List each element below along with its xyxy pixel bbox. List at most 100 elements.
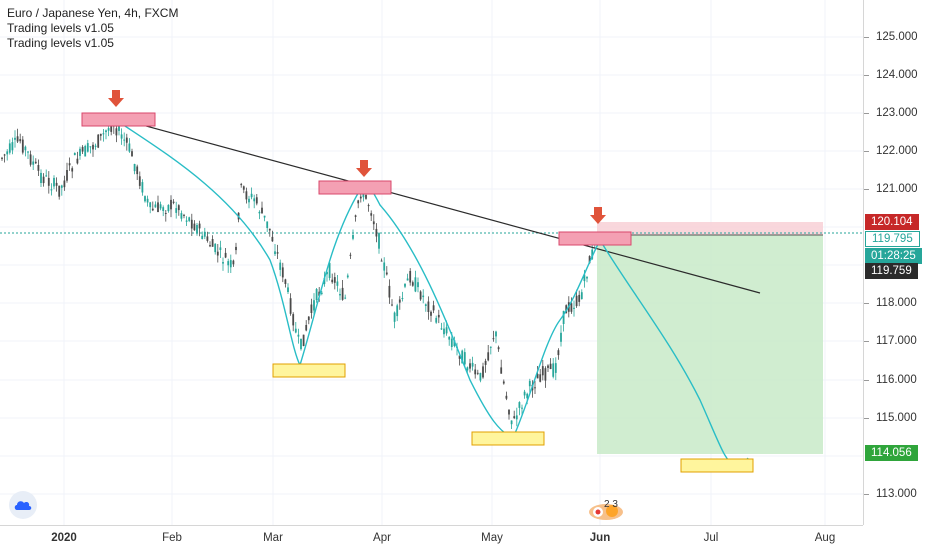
symbol-title[interactable]: Euro / Japanese Yen, 4h, FXCM — [7, 6, 179, 20]
candle-body — [539, 374, 542, 382]
candle-body — [136, 166, 139, 175]
candle-body — [554, 363, 557, 373]
candle-body — [58, 185, 61, 197]
candle-body — [333, 277, 336, 283]
candle-body — [445, 327, 448, 334]
stop-loss-zone[interactable] — [597, 222, 823, 235]
chart-pane[interactable]: Euro / Japanese Yen, 4h, FXCM Trading le… — [0, 0, 863, 525]
candle-body — [266, 221, 269, 228]
candle-body — [198, 223, 201, 229]
price-axis[interactable]: 125.000 124.000 123.000 122.000 121.000 … — [863, 0, 932, 525]
candle-body — [401, 298, 404, 299]
candle-body — [94, 145, 97, 147]
candle-body — [588, 256, 591, 264]
candle-body — [180, 213, 183, 219]
down-arrow-icon[interactable] — [108, 90, 124, 107]
candle-body — [261, 207, 263, 214]
candle-body — [497, 347, 500, 350]
candle-body — [89, 146, 92, 148]
candle-body — [578, 294, 581, 302]
candle-body — [24, 146, 27, 151]
candle-body — [557, 350, 560, 356]
tradingview-cloud-icon[interactable] — [9, 491, 37, 519]
candle-body — [396, 305, 399, 317]
candle-body — [37, 165, 40, 171]
candle-body — [536, 373, 539, 379]
chart-legend[interactable]: Euro / Japanese Yen, 4h, FXCM Trading le… — [7, 6, 178, 51]
candle-body — [183, 214, 185, 216]
candle-body — [115, 128, 118, 136]
candle-body — [97, 134, 100, 148]
time-axis[interactable]: 2020 Feb Mar Apr May Jun Jul Aug — [0, 525, 863, 551]
countdown-badge: 01:28:25 — [865, 248, 922, 264]
candle-body — [81, 146, 84, 152]
down-arrow-icon[interactable] — [356, 160, 372, 177]
resistance-box-2[interactable] — [318, 180, 392, 195]
candle-body — [170, 199, 172, 210]
candle-body — [341, 287, 344, 300]
candle-body — [227, 261, 230, 266]
indicator-label[interactable]: Trading levels v1.05 — [7, 36, 114, 50]
candle-body — [411, 282, 414, 286]
projection-curve[interactable] — [112, 117, 749, 466]
candle-body — [463, 352, 466, 365]
candle-body — [211, 239, 214, 247]
time-label: Aug — [814, 532, 836, 544]
candle-body — [432, 305, 435, 311]
candle-body — [55, 182, 58, 186]
price-tick: 116.000 — [864, 374, 917, 386]
candle-body — [419, 291, 422, 300]
time-label: 2020 — [51, 532, 77, 544]
candle-body — [258, 211, 261, 214]
candle-body — [326, 272, 328, 275]
candle-body — [240, 184, 243, 186]
candle-body — [175, 208, 178, 213]
candle-body — [469, 363, 471, 369]
candle-body — [14, 137, 16, 140]
indicator-label[interactable]: Trading levels v1.05 — [7, 21, 114, 35]
candle-body — [235, 246, 237, 251]
candle-body — [534, 387, 536, 389]
candle-body — [141, 182, 144, 193]
candle-body — [495, 331, 497, 337]
candle-body — [216, 251, 219, 256]
take-profit-zone[interactable] — [597, 235, 823, 454]
candle-body — [110, 123, 113, 132]
candle-body — [352, 235, 354, 239]
resistance-box-1[interactable] — [81, 112, 156, 127]
candle-body — [34, 161, 37, 164]
support-box-3[interactable] — [680, 458, 754, 473]
trendline[interactable] — [112, 116, 761, 294]
candle-body — [3, 154, 6, 156]
candle-body — [79, 148, 81, 156]
candle-body — [232, 260, 235, 265]
candle-body — [47, 177, 50, 186]
candle-body — [435, 317, 438, 323]
candle-body — [86, 143, 89, 152]
candle-body — [573, 307, 575, 309]
support-box-1[interactable] — [272, 363, 346, 378]
resistance-box-3[interactable] — [558, 231, 632, 246]
candle-body — [45, 175, 48, 177]
candle-body — [11, 142, 14, 151]
candle-body — [138, 176, 141, 186]
event-marker-icon[interactable]: 2 3 — [588, 499, 624, 521]
candle-body — [388, 285, 391, 298]
candle-body — [458, 355, 461, 359]
candle-body — [196, 225, 198, 234]
candle-body — [552, 363, 555, 377]
candle-body — [440, 328, 443, 330]
support-box-2[interactable] — [471, 431, 545, 446]
time-label: Apr — [373, 532, 391, 544]
candlestick-series — [1, 116, 596, 429]
candle-body — [430, 311, 432, 316]
candle-body — [383, 262, 386, 271]
candle-body — [586, 276, 588, 279]
chart-canvas[interactable] — [0, 0, 863, 525]
candle-body — [289, 298, 292, 314]
candle-body — [453, 340, 456, 347]
candle-body — [523, 391, 526, 396]
candle-body — [6, 151, 9, 155]
candle-body — [73, 153, 76, 156]
down-arrow-icon[interactable] — [590, 207, 606, 224]
